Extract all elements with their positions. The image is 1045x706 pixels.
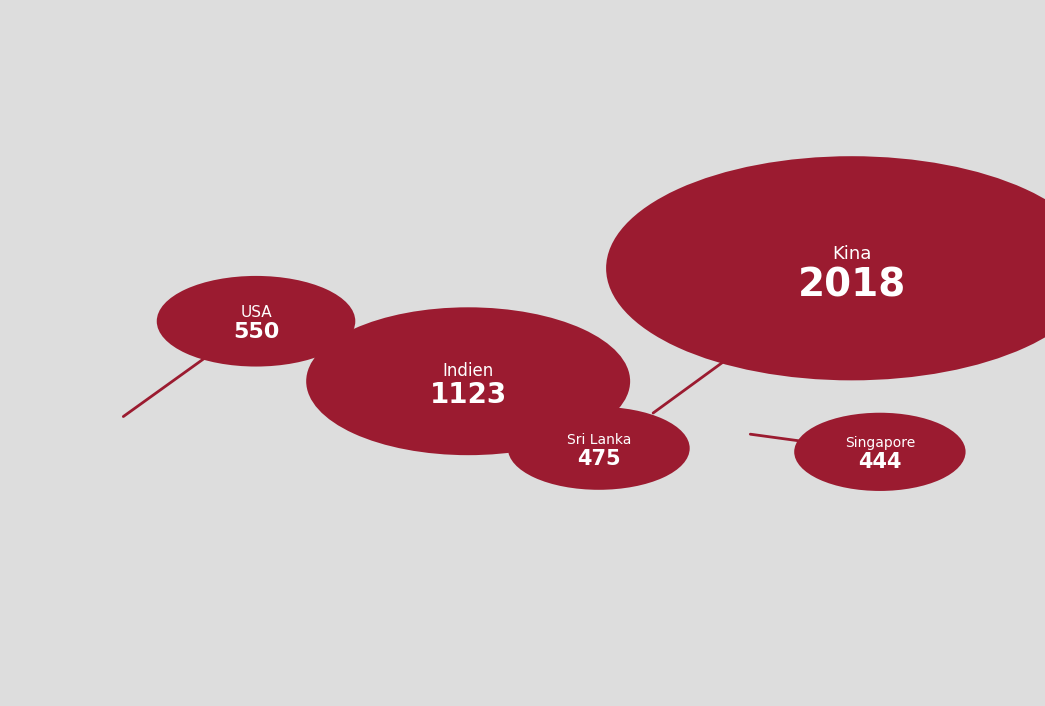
- Text: Indien: Indien: [442, 361, 494, 380]
- Text: 1123: 1123: [429, 381, 507, 409]
- Text: USA: USA: [240, 305, 272, 321]
- Ellipse shape: [306, 307, 630, 455]
- Ellipse shape: [606, 156, 1045, 381]
- Ellipse shape: [157, 276, 355, 366]
- Text: 475: 475: [577, 449, 621, 469]
- Text: 2018: 2018: [797, 267, 906, 305]
- Text: 550: 550: [233, 322, 279, 342]
- Ellipse shape: [794, 413, 966, 491]
- Text: 444: 444: [858, 453, 902, 472]
- Text: Kina: Kina: [832, 245, 872, 263]
- Text: Sri Lanka: Sri Lanka: [566, 433, 631, 447]
- Text: Singapore: Singapore: [844, 436, 915, 450]
- Ellipse shape: [508, 407, 690, 490]
